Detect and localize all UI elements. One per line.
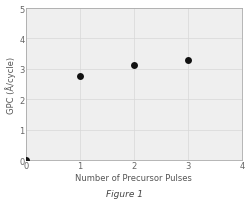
Y-axis label: GPC (Å/cycle): GPC (Å/cycle) <box>6 56 16 113</box>
X-axis label: Number of Precursor Pulses: Number of Precursor Pulses <box>76 173 192 182</box>
Point <box>132 64 136 67</box>
Point <box>186 59 190 63</box>
Text: Figure 1: Figure 1 <box>106 189 144 198</box>
Point <box>24 159 28 162</box>
Point <box>78 76 82 79</box>
